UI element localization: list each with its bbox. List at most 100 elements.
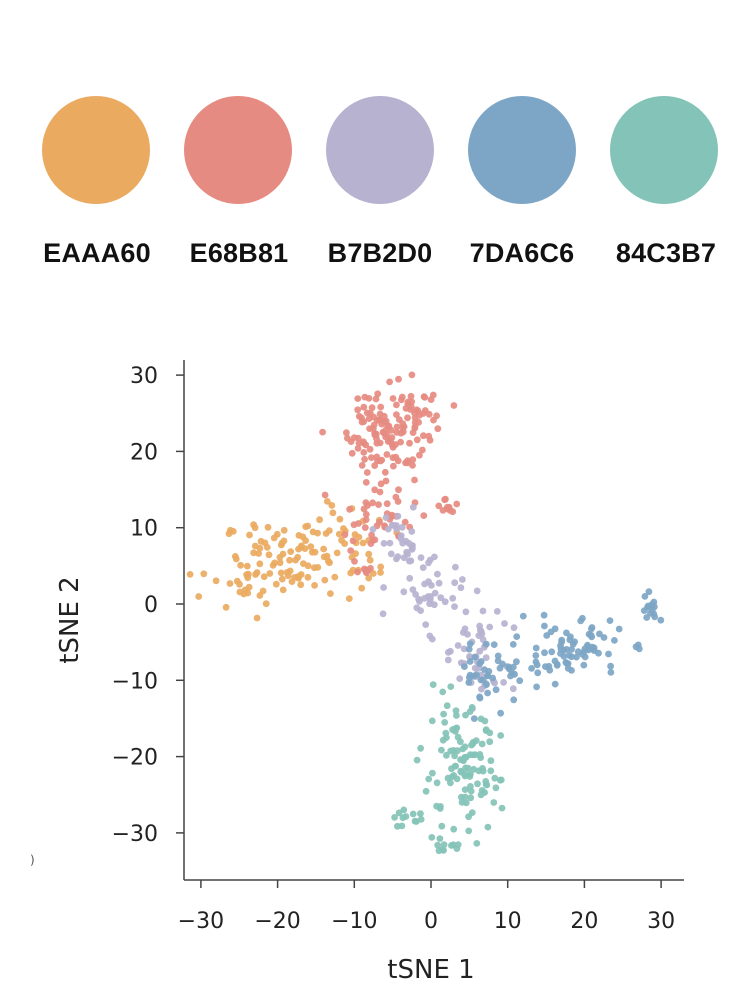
scatter-point: [394, 512, 402, 520]
scatter-point: [383, 500, 391, 508]
scatter-point: [387, 550, 395, 558]
scatter-point: [398, 523, 406, 531]
scatter-point: [354, 434, 362, 442]
scatter-point: [611, 637, 618, 644]
scatter-point: [362, 516, 370, 524]
scatter-point: [540, 611, 548, 619]
scatter-point: [311, 548, 319, 556]
scatter-point: [478, 685, 485, 693]
scatter-point: [369, 536, 377, 544]
scatter-point: [532, 652, 540, 659]
scatter-point: [427, 593, 434, 600]
x-axis-title: tSNE 1: [387, 955, 474, 985]
color-palette: EAAA60 E68B81 B7B2D0 7DA6C6 84C3B7: [0, 0, 750, 290]
scatter-point: [343, 429, 350, 437]
scatter-point: [467, 783, 474, 790]
scatter-point: [465, 645, 473, 653]
scatter-point: [568, 667, 575, 674]
swatch-circle: [326, 96, 434, 204]
scatter-point: [295, 532, 303, 539]
scatter-point: [439, 688, 447, 696]
scatter-point: [383, 431, 391, 439]
scatter-point: [492, 686, 500, 694]
scatter-point: [657, 616, 665, 624]
scatter-point: [467, 794, 475, 802]
scatter-point: [475, 767, 483, 775]
scatter-point: [363, 469, 371, 476]
scatter-point: [286, 567, 294, 575]
scatter-point: [354, 445, 362, 452]
scatter-point: [510, 624, 518, 632]
scatter-point: [450, 772, 458, 779]
scatter-point: [425, 775, 433, 783]
scatter-point: [311, 582, 318, 589]
scatter-point: [473, 840, 481, 847]
scatter-point: [470, 715, 478, 722]
scatter-point: [457, 738, 464, 746]
scatter-point: [250, 549, 257, 557]
scatter-point: [186, 571, 194, 578]
scatter-point: [226, 580, 234, 587]
scatter-point: [395, 486, 402, 494]
scatter-point: [461, 786, 469, 793]
scatter-point: [440, 847, 447, 854]
y-tick-label: −30: [112, 822, 158, 847]
scatter-point: [365, 415, 373, 422]
scatter-point: [493, 608, 501, 615]
scatter-point: [466, 773, 474, 780]
scatter-point: [331, 573, 339, 581]
scatter-point: [411, 476, 418, 484]
scatter-point: [447, 647, 454, 655]
scatter-point: [431, 553, 438, 561]
scatter-point: [511, 670, 518, 678]
scatter-point: [440, 710, 447, 718]
scatter-point: [363, 409, 371, 417]
scatter-point: [466, 751, 474, 759]
scatter-point: [481, 666, 488, 673]
scatter-point: [371, 486, 379, 494]
x-tick-label: 0: [424, 909, 438, 934]
y-tick-label: −20: [112, 746, 158, 771]
scatter-point: [319, 428, 326, 436]
scatter-point: [461, 743, 469, 751]
scatter-point: [435, 579, 443, 587]
scatter-point: [545, 662, 553, 670]
scatter-point: [251, 542, 259, 550]
scatter-point: [377, 457, 384, 465]
scatter-point: [513, 658, 520, 666]
y-tick-label: −10: [112, 669, 158, 694]
scatter-point: [393, 401, 400, 409]
scatter-point: [451, 752, 458, 760]
scatter-point: [369, 499, 376, 507]
scatter-point: [400, 554, 408, 562]
scatter-point: [406, 574, 414, 582]
scatter-point: [363, 569, 370, 577]
scatter-point: [428, 834, 436, 841]
scatter-point: [346, 505, 353, 513]
scatter-point: [279, 586, 287, 594]
scatter-point: [607, 669, 615, 676]
swatch-hex-label: EAAA60: [43, 238, 151, 268]
scatter-point: [435, 502, 443, 510]
scatter-point: [409, 503, 417, 511]
scatter-point: [262, 600, 270, 608]
scatter-point: [361, 455, 368, 463]
scatter-point: [459, 576, 466, 583]
scatter-point: [440, 841, 448, 849]
swatch-hex-label: B7B2D0: [327, 238, 433, 268]
scatter-point: [568, 646, 575, 653]
scatter-point: [255, 550, 262, 557]
scatter-point: [464, 631, 471, 638]
scatter-point: [354, 568, 361, 576]
scatter-point: [478, 630, 486, 638]
scatter-point: [366, 445, 374, 453]
scatter-point: [240, 590, 248, 598]
scatter-point: [381, 468, 389, 476]
scatter-point: [393, 429, 401, 436]
scatter-point: [413, 756, 421, 764]
y-tick-label: 30: [130, 364, 158, 389]
scatter-point: [360, 403, 368, 411]
scatter-point: [491, 774, 499, 782]
scatter-point: [422, 787, 430, 795]
scatter-point: [382, 514, 390, 521]
